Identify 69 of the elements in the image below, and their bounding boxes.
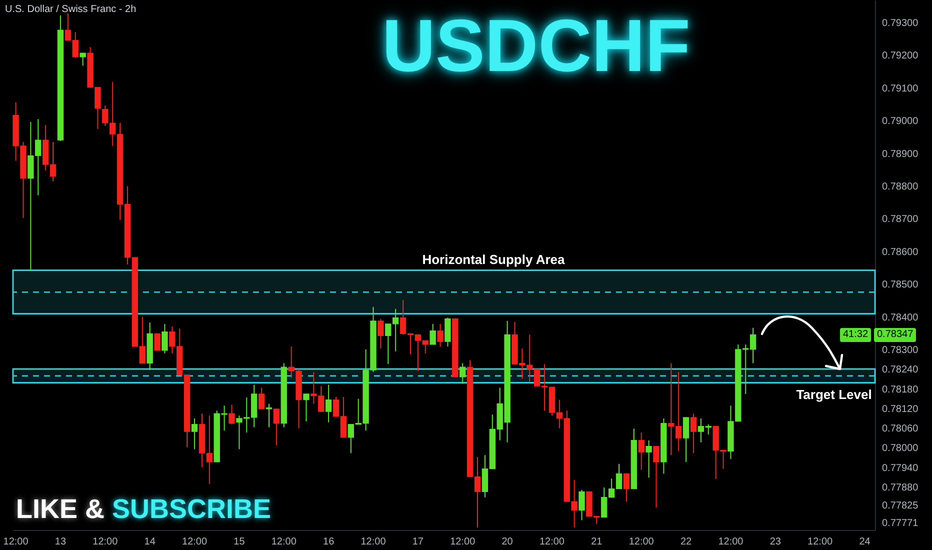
candlestick [460, 362, 466, 384]
y-tick-label: 0.78500 [882, 280, 919, 291]
band-label: Target Level [796, 386, 872, 402]
candlestick [154, 333, 160, 351]
x-tick-label: 12:00 [808, 536, 834, 548]
y-tick-label: 0.78060 [882, 424, 919, 435]
candlestick [162, 323, 168, 354]
x-tick-label: 12:00 [539, 536, 565, 548]
y-tick-label: 0.78400 [882, 312, 919, 324]
candlestick [228, 404, 235, 425]
candlestick [378, 318, 384, 349]
candlestick [623, 473, 630, 502]
candlestick [303, 393, 310, 422]
candlestick [653, 446, 660, 508]
annotation: 41:32 [840, 328, 872, 342]
candlestick [682, 416, 690, 462]
x-tick-label: 12:00 [182, 536, 208, 548]
x-tick-label: 12:00 [360, 536, 386, 548]
chart-title: USDCHF [382, 3, 690, 89]
y-tick-label: 0.77771 [882, 518, 919, 530]
y-tick-label: 0.77940 [882, 462, 919, 474]
x-tick-label: 22 [680, 536, 692, 548]
x-tick-label: 23 [770, 536, 782, 548]
y-tick-label: 0.78240 [882, 364, 919, 376]
x-tick-label: 14 [144, 536, 156, 548]
x-tick-label: 12:00 [628, 536, 654, 548]
band-label: Horizontal Supply Area [422, 252, 565, 268]
y-tick-label: 0.78300 [882, 345, 919, 356]
y-tick-label: 0.78900 [882, 148, 919, 160]
y-tick-label: 0.78180 [882, 384, 919, 396]
x-tick-label: 17 [412, 536, 424, 548]
candlestick [578, 489, 585, 521]
candlestick [690, 413, 697, 454]
y-tick-label: 0.78000 [882, 443, 919, 454]
annotation: LIKE & SUBSCRIBE [16, 494, 272, 524]
y-tick-label: 0.79100 [882, 83, 919, 94]
x-tick-label: 12:00 [718, 536, 744, 548]
candlestick [273, 408, 280, 446]
y-tick-label: 0.77880 [882, 482, 919, 494]
y-tick-label: 0.79200 [882, 50, 919, 62]
candlestick [80, 52, 86, 66]
candlestick [646, 440, 652, 478]
candlestick [266, 403, 272, 428]
y-tick-label: 0.79300 [882, 18, 919, 29]
y-tick-label: 0.79000 [882, 116, 919, 128]
chart-subtitle: U.S. Dollar / Swiss Franc - 2h [5, 3, 136, 16]
x-tick-label: 15 [234, 536, 246, 548]
candlestick [430, 323, 436, 345]
candlestick [258, 387, 265, 410]
x-tick-label: 24 [859, 536, 871, 548]
x-tick-label: 20 [502, 536, 514, 548]
y-tick-label: 0.78120 [882, 404, 919, 415]
y-tick-label: 0.78700 [882, 214, 919, 226]
candlestick [325, 384, 332, 423]
x-tick-label: 12:00 [271, 536, 297, 548]
x-tick-label: 12:00 [3, 536, 29, 548]
x-tick-label: 16 [323, 536, 335, 548]
candlestick [437, 323, 444, 347]
y-tick-label: 0.78600 [882, 246, 919, 258]
candlestick [191, 418, 198, 450]
candlestick [444, 317, 451, 347]
x-tick-label: 12:00 [92, 536, 118, 548]
x-tick-label: 12:00 [450, 536, 476, 548]
y-tick-label: 0.78800 [882, 181, 919, 192]
y-tick-label: 0.77825 [882, 500, 919, 512]
annotation: 0.78347 [874, 328, 916, 342]
x-tick-label: 13 [54, 536, 66, 548]
x-tick-label: 21 [591, 536, 603, 548]
candlestick [638, 432, 644, 470]
